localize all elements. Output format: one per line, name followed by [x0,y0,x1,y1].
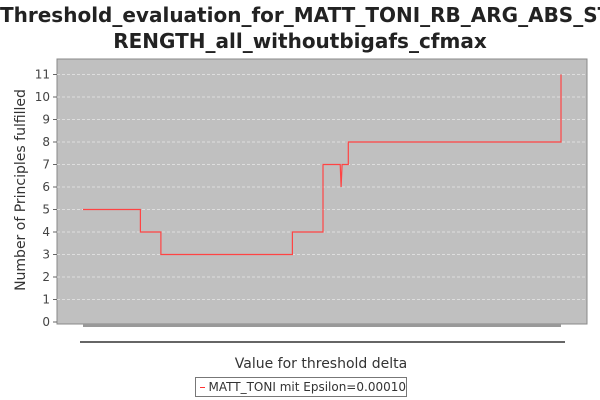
y-tick-label: 9 [42,113,50,127]
chart-title-line-2: RENGTH_all_withoutbigafs_cfmax [113,29,487,53]
plot-area [56,58,588,325]
y-tick-label: 8 [42,135,50,149]
y-tick-label: 0 [42,315,50,329]
y-axis: 0 1 2 3 4 5 6 7 8 9 10 11 [35,68,57,329]
y-tick-label: 6 [42,180,50,194]
y-tick-label: 3 [42,248,50,262]
y-tick-label: 10 [35,90,50,104]
y-tick-label: 4 [42,225,50,239]
x-axis-band [83,324,561,327]
y-tick-label: 7 [42,158,50,172]
y-tick-label: 11 [35,68,50,82]
series-line [83,74,562,256]
chart-title-line-1: Threshold_evaluation_for_MATT_TONI_RB_AR… [0,3,600,27]
legend-swatch [200,386,205,388]
y-tick-label: 5 [42,203,50,217]
legend-entry-label: MATT_TONI mit Epsilon=0.00010 [208,380,406,394]
x-axis-label: Value for threshold delta [235,356,407,372]
chart-title: Threshold_evaluation_for_MATT_TONI_RB_AR… [0,2,600,54]
y-tick-label: 2 [42,270,50,284]
y-axis-label: Number of Principles fulfilled [13,89,29,291]
legend: MATT_TONI mit Epsilon=0.00010 [195,377,407,397]
y-tick-label: 1 [42,293,50,307]
